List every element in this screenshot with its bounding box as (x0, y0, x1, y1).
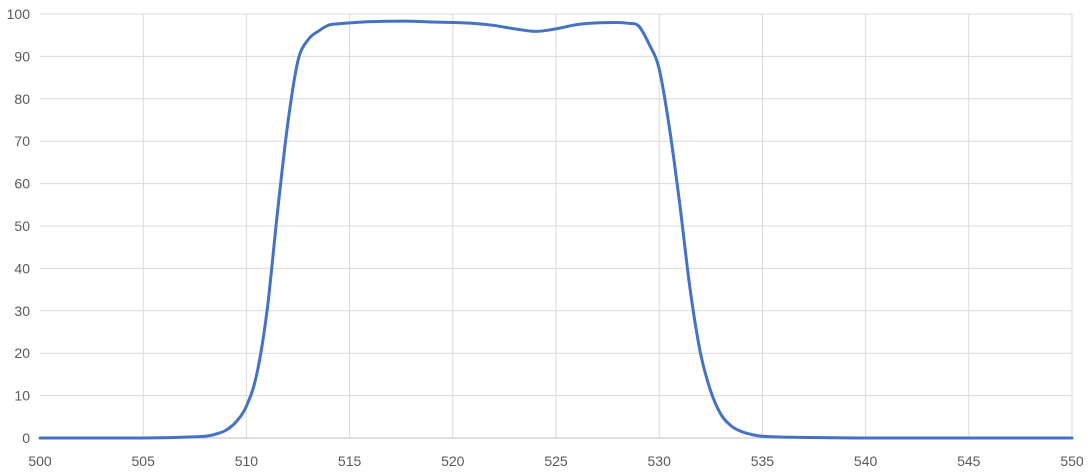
y-tick-label-100: 100 (7, 6, 31, 22)
x-tick-label-510: 510 (235, 453, 259, 469)
series (38, 19, 1074, 440)
tick-labels: 0 10 20 30 40 50 60 70 80 90 100 500 505 510 515 520 525… (7, 6, 1084, 469)
y-tick-label-0: 0 (22, 430, 30, 446)
y-tick-label-50: 50 (14, 218, 30, 234)
x-tick-label-545: 545 (957, 453, 981, 469)
x-tick-label-525: 525 (544, 453, 568, 469)
y-tick-label-80: 80 (14, 91, 30, 107)
y-tick-label-20: 20 (14, 345, 30, 361)
x-tick-label-540: 540 (854, 453, 878, 469)
series-line-0 (38, 19, 1074, 440)
x-tick-label-530: 530 (648, 453, 672, 469)
y-tick-label-60: 60 (14, 176, 30, 192)
x-tick-label-535: 535 (751, 453, 775, 469)
y-tick-label-70: 70 (14, 133, 30, 149)
x-tick-label-515: 515 (338, 453, 362, 469)
y-tick-label-10: 10 (14, 388, 30, 404)
x-tick-label-505: 505 (132, 453, 156, 469)
y-tick-label-40: 40 (14, 260, 30, 276)
x-tick-label-550: 550 (1060, 453, 1084, 469)
x-tick-label-520: 520 (441, 453, 465, 469)
x-tick-label-500: 500 (28, 453, 52, 469)
grid (40, 13, 1073, 438)
y-tick-label-30: 30 (14, 303, 30, 319)
y-tick-label-90: 90 (14, 48, 30, 64)
